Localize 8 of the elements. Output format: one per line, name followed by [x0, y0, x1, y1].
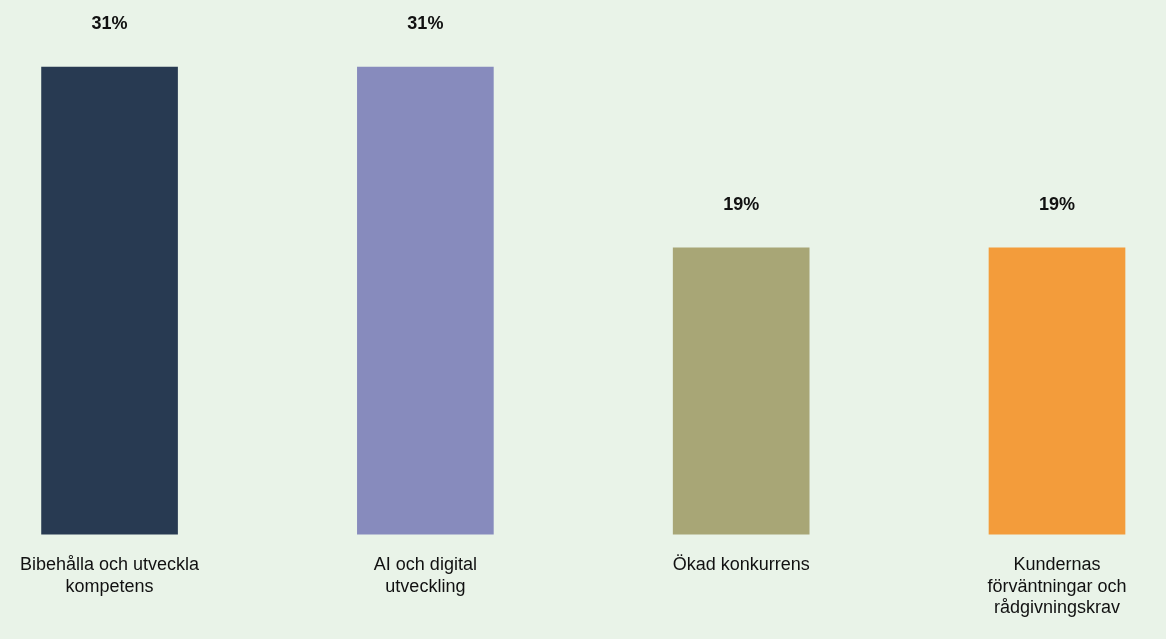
x-tick-label: Kundernas förväntningar och rådgivningskrav — [987, 553, 1127, 618]
data-label: 19% — [1038, 193, 1076, 214]
data-label: 31% — [91, 12, 128, 33]
x-tick-label: Bibehålla och utveckla kompetens — [19, 553, 201, 596]
x-tick-label: Ökad konkurrens — [672, 553, 810, 574]
data-label: 31% — [407, 12, 444, 33]
x-tick-label: AI och digital utveckling — [373, 553, 477, 596]
data-label: 19% — [723, 193, 760, 214]
